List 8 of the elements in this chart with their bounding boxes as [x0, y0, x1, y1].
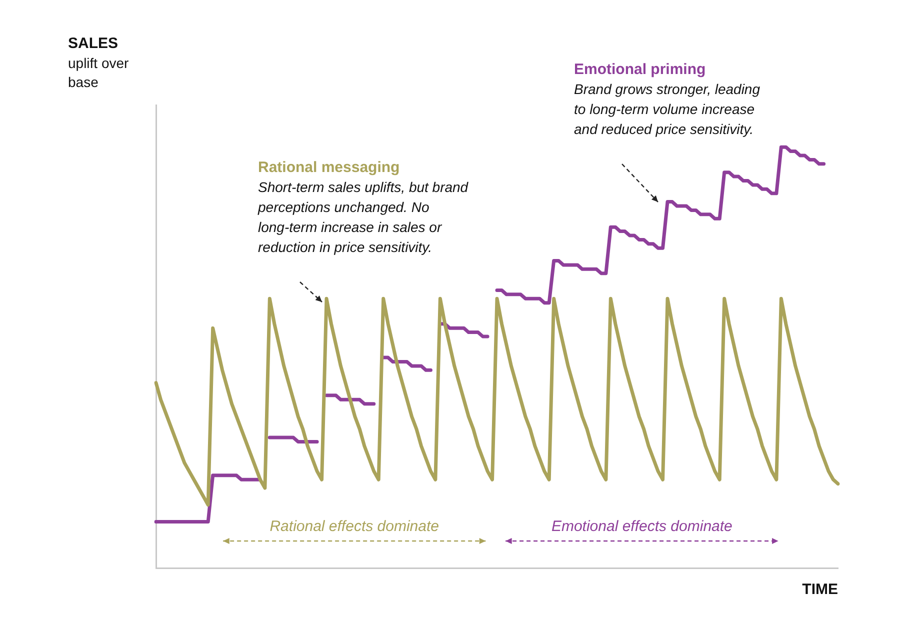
annotation: Short-term sales uplifts, but brand perceptions unchanged. No long-term increase in sales or reduction in price sensitivity.: [257, 179, 470, 255]
annotation: Rational messaging: [258, 159, 400, 176]
x-axis-title: TIME: [802, 581, 838, 598]
text: Emotional priming: [574, 61, 706, 78]
text: Brand grows stronger, leading to long-term volume increase and reduced price sensitivity.: [574, 81, 760, 137]
y-axis-title: SALES uplift over base: [68, 35, 130, 90]
annotation: Emotional effects dominate: [551, 518, 732, 535]
annotation: Rational effects dominate: [270, 518, 439, 535]
